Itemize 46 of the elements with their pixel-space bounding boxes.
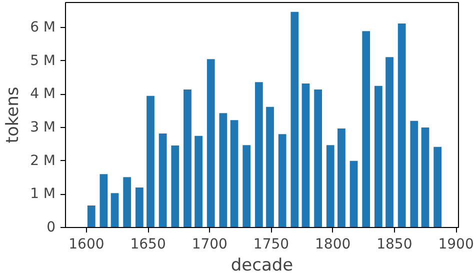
- bar: [219, 113, 228, 228]
- bar: [123, 177, 132, 228]
- bar: [278, 134, 286, 228]
- y-tick-label: 0: [46, 220, 56, 236]
- bar: [421, 128, 430, 228]
- x-tick-label: 1650: [130, 236, 166, 252]
- bar: [386, 57, 394, 228]
- bar: [146, 96, 154, 228]
- x-tick-label: 1600: [68, 236, 104, 252]
- x-tick-label: 1750: [253, 236, 290, 252]
- y-axis-title: tokens: [3, 86, 24, 144]
- bar: [290, 12, 299, 228]
- bar: [194, 136, 202, 228]
- bar: [350, 160, 358, 228]
- x-tick-label: 1700: [192, 236, 228, 252]
- bar: [135, 188, 144, 228]
- bar: [338, 128, 346, 228]
- bar: [171, 146, 180, 228]
- y-tick-label: 5 M: [30, 52, 56, 69]
- y-tick-label: 1 M: [30, 186, 56, 202]
- y-tick-label: 4 M: [30, 86, 56, 102]
- bar: [254, 82, 263, 228]
- x-axis-title: decade: [230, 256, 294, 276]
- bar: [206, 59, 215, 228]
- bar: [434, 146, 442, 228]
- x-tick-label: 1800: [315, 236, 351, 252]
- bar: [362, 31, 370, 228]
- bar: [326, 145, 334, 228]
- bar: [302, 84, 310, 228]
- bar: [398, 24, 406, 228]
- bar: [87, 206, 96, 228]
- bar: [374, 86, 382, 228]
- y-tick-label: 3 M: [30, 120, 56, 136]
- bar: [110, 193, 119, 228]
- bar: [100, 174, 108, 228]
- bar: [184, 90, 192, 228]
- bar: [266, 106, 274, 228]
- y-tick-label: 6 M: [30, 20, 56, 36]
- y-tick-label: 2 M: [30, 152, 56, 169]
- x-tick-label: 1900: [438, 236, 474, 252]
- bar: [314, 90, 322, 228]
- bar: [230, 120, 238, 228]
- bar: [158, 134, 167, 228]
- bar: [242, 145, 251, 228]
- bar: [410, 120, 418, 228]
- x-tick-label: 1850: [376, 236, 412, 252]
